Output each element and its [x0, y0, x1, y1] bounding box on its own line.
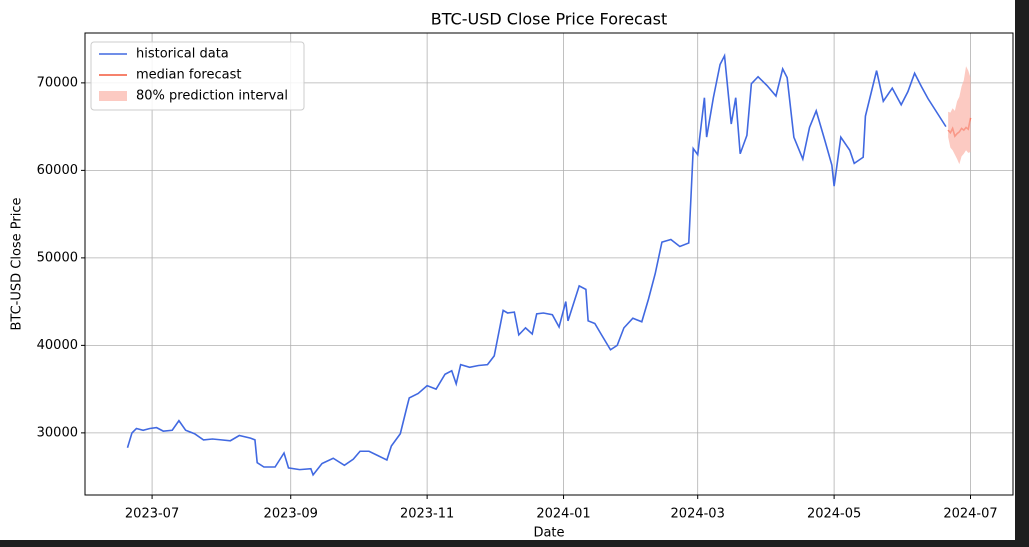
x-axis-label: Date — [533, 526, 564, 541]
y-axis-label: BTC-USD Close Price — [10, 197, 25, 330]
x-tick-label: 2024-05 — [807, 507, 861, 522]
y-tick-label: 40000 — [37, 338, 78, 353]
plot-frame — [84, 32, 1014, 496]
y-tick-label: 70000 — [37, 75, 78, 90]
y-tick-label: 30000 — [37, 425, 78, 440]
x-tick-label: 2023-09 — [264, 507, 318, 522]
x-tick-label: 2023-07 — [125, 507, 179, 522]
x-tick-label: 2024-01 — [536, 507, 590, 522]
x-tick-label: 2023-11 — [400, 507, 454, 522]
x-tick-label: 2024-07 — [943, 507, 997, 522]
y-tick-label: 60000 — [37, 163, 78, 178]
chart-title: BTC-USD Close Price Forecast — [431, 10, 668, 29]
legend-box — [90, 41, 305, 111]
legend-swatch — [99, 91, 127, 101]
legend-label: 80% prediction interval — [136, 89, 288, 104]
legend-label: historical data — [136, 47, 229, 62]
series-line — [126, 52, 947, 477]
legend-label: median forecast — [136, 68, 241, 83]
prediction-band — [948, 66, 971, 165]
x-tick-label: 2024-03 — [671, 507, 725, 522]
y-tick-label: 50000 — [37, 250, 78, 265]
